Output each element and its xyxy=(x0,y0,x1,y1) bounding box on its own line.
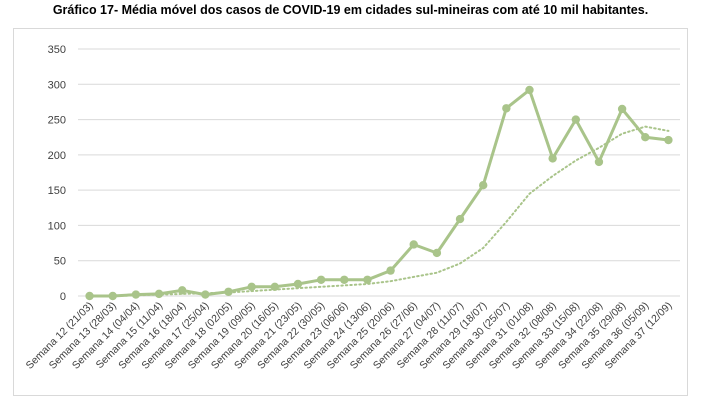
y-tick-labels: 0 50 100 150 200 250 300 350 xyxy=(48,44,66,303)
data-point xyxy=(177,286,187,295)
y-tick-label: 150 xyxy=(48,185,66,197)
data-point xyxy=(571,115,581,124)
data-point xyxy=(247,282,256,292)
y-tick-label: 0 xyxy=(60,291,66,303)
data-point xyxy=(340,275,349,284)
main-series xyxy=(85,85,673,301)
y-tick-label: 250 xyxy=(48,115,66,127)
data-point xyxy=(594,157,604,167)
data-point xyxy=(386,266,395,275)
data-point xyxy=(502,104,511,113)
data-point xyxy=(85,291,94,301)
y-tick-label: 50 xyxy=(54,256,66,268)
chart-frame xyxy=(13,28,688,396)
gridlines xyxy=(78,48,680,297)
data-point xyxy=(478,181,488,190)
data-point xyxy=(641,133,650,142)
data-point xyxy=(224,287,233,296)
data-point xyxy=(293,279,303,289)
data-point xyxy=(154,289,164,299)
data-point xyxy=(432,248,442,258)
data-point xyxy=(316,275,326,284)
data-point xyxy=(617,104,627,114)
data-point xyxy=(201,290,210,299)
y-tick-label: 350 xyxy=(48,44,66,56)
data-point xyxy=(270,282,280,292)
data-point xyxy=(664,135,673,145)
series-line xyxy=(89,88,669,298)
trend-line xyxy=(88,125,670,297)
data-point xyxy=(455,214,465,224)
data-point xyxy=(409,240,418,249)
data-point xyxy=(131,290,141,299)
data-point xyxy=(363,275,372,284)
trend-series xyxy=(88,125,670,297)
data-point xyxy=(108,291,117,301)
chart-title: Gráfico 17- Média móvel dos casos de COV… xyxy=(52,3,649,17)
y-tick-label: 100 xyxy=(48,220,66,232)
data-point xyxy=(525,85,534,95)
x-tick-labels: Semana 12 (21/03)Semana 13 (28/03)Semana… xyxy=(24,300,675,372)
y-tick-label: 200 xyxy=(48,150,66,162)
data-point xyxy=(548,154,557,163)
y-tick-label: 300 xyxy=(48,79,66,91)
